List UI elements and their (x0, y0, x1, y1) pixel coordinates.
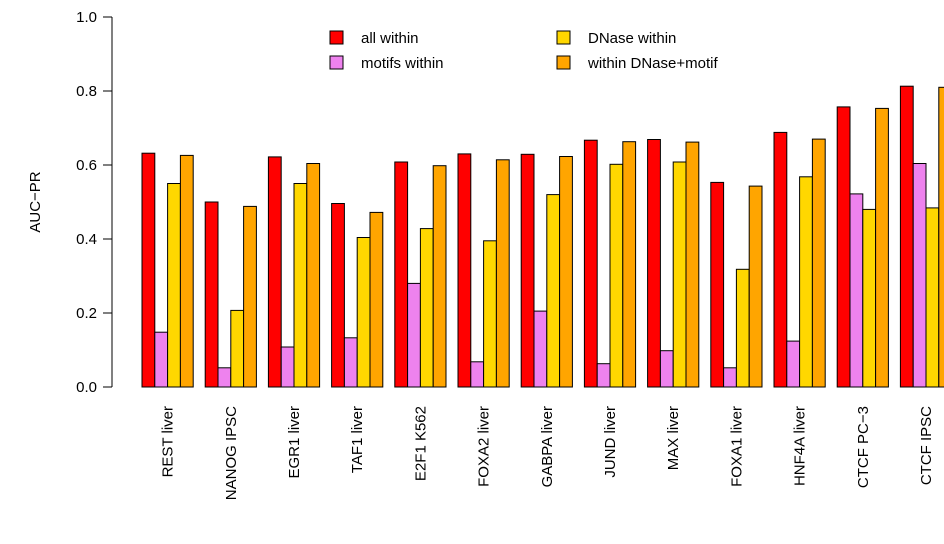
bar (293, 183, 308, 388)
bar (786, 340, 801, 388)
legend-label: all within (361, 30, 419, 47)
legend-swatch (329, 55, 344, 70)
x-tick-label: REST liver (160, 406, 177, 477)
legend-label: motifs within (361, 55, 444, 72)
bar (470, 361, 485, 388)
bar (925, 207, 940, 388)
y-tick-label: 1.0 (76, 9, 97, 26)
bar (204, 201, 219, 388)
bar (331, 203, 345, 388)
x-tick-label: E2F1 K562 (412, 406, 429, 481)
legend-swatch (329, 30, 344, 45)
bar-group (647, 139, 700, 388)
bar (267, 156, 282, 388)
y-tick-label: 0.2 (76, 305, 97, 322)
legend-swatch (556, 30, 571, 45)
bar (659, 350, 674, 388)
bar (938, 86, 944, 388)
x-tick-label: CTCF PC−3 (855, 406, 872, 488)
bar (394, 161, 409, 388)
bar (533, 310, 548, 388)
bar (167, 183, 181, 388)
bar (343, 337, 358, 388)
bar (710, 181, 725, 388)
bar (483, 240, 497, 388)
bar (836, 106, 851, 388)
legend-swatch (556, 55, 571, 70)
x-tick-label: TAF1 liver (349, 406, 366, 473)
y-axis: 0.0 0.2 0.4 0.6 0.8 1.0 (76, 9, 113, 396)
x-tick-label: FOXA2 liver (476, 406, 493, 487)
bar (811, 138, 826, 388)
bar-group (899, 85, 944, 388)
bar (899, 85, 914, 388)
bar-group (710, 181, 763, 388)
x-tick-label: EGR1 liver (286, 406, 303, 479)
bar (596, 363, 611, 388)
legend-label: DNase within (588, 30, 676, 47)
bar (609, 163, 624, 388)
bar (217, 367, 232, 388)
bar (495, 159, 510, 388)
bar (356, 237, 371, 388)
bar-group (141, 152, 194, 388)
bar (912, 163, 927, 388)
bar (559, 156, 573, 388)
bar (306, 163, 321, 388)
bar (647, 139, 661, 388)
bar (432, 165, 447, 388)
y-tick-label: 0.0 (76, 379, 97, 396)
bar (546, 194, 561, 388)
bar (154, 331, 169, 388)
x-tick-label: HNF4A liver (792, 406, 809, 486)
bars (141, 85, 944, 388)
bar (583, 139, 598, 388)
bar-group (773, 131, 826, 388)
bar (243, 205, 257, 388)
bar (419, 228, 434, 388)
bar (672, 161, 687, 388)
bar (875, 107, 889, 388)
bar-group (836, 106, 889, 388)
bar (141, 152, 156, 388)
y-tick-label: 0.8 (76, 83, 97, 100)
bar-group (457, 153, 510, 388)
x-tick-label: GABPA liver (539, 406, 556, 487)
legend-label: within DNase+motif (587, 55, 718, 72)
bar-group (583, 139, 637, 388)
bar (849, 193, 864, 388)
x-tick-label: JUND liver (602, 406, 619, 478)
bar (799, 176, 813, 388)
y-tick-label: 0.6 (76, 157, 97, 174)
bar (369, 211, 384, 388)
bar (748, 185, 763, 388)
bar-group (520, 153, 573, 388)
bar (723, 367, 737, 388)
x-tick-label: CTCF IPSC (918, 406, 935, 485)
bar-group (331, 203, 384, 388)
bar (773, 131, 788, 388)
y-axis-label: AUC−PR (27, 171, 44, 232)
x-tick-label: NANOG IPSC (223, 406, 240, 500)
legend: all within motifs within DNase within withi… (329, 30, 718, 72)
x-tick-labels: REST liver NANOG IPSC EGR1 liver TAF1 liver… (160, 406, 935, 500)
x-tick-label: FOXA1 liver (728, 406, 745, 487)
bar (457, 153, 472, 388)
bar (862, 208, 877, 388)
bar (685, 141, 700, 388)
bar (735, 268, 750, 388)
bar (179, 154, 194, 388)
bar-group (204, 201, 257, 388)
bar (622, 141, 637, 388)
y-tick-label: 0.4 (76, 231, 97, 248)
bar (280, 346, 295, 388)
bar (230, 309, 245, 388)
bar-group (394, 161, 447, 388)
bar (407, 282, 421, 388)
x-tick-label: MAX liver (665, 406, 682, 470)
bar (520, 153, 535, 388)
bar-group (267, 156, 321, 388)
